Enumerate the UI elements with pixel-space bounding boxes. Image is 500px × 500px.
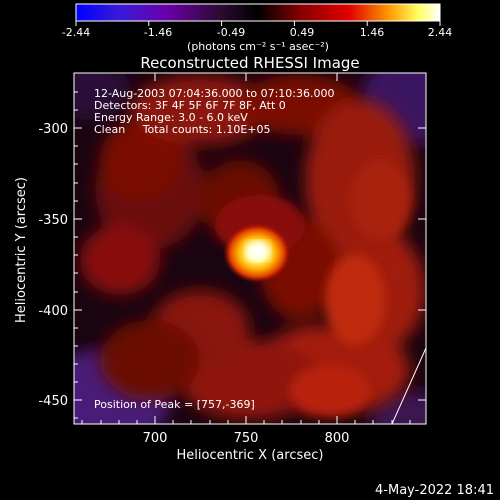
x-tick-label: 800 (325, 431, 350, 446)
y-tick-label: -350 (38, 213, 68, 228)
colorbar-ticks (75, 21, 441, 26)
timestamp: 4-May-2022 18:41 (375, 483, 494, 498)
x-tick-label: 700 (143, 431, 168, 446)
y-tick-label: -400 (38, 304, 68, 319)
y-tick-label: -450 (38, 394, 68, 409)
colorbar-tick-label: 0.49 (290, 26, 315, 39)
info-detectors: Detectors: 3F 4F 5F 6F 7F 8F, Att 0 (94, 99, 286, 112)
solar-limb-line (391, 347, 426, 424)
x-tick-label: 750 (234, 431, 259, 446)
peak-position-label: Position of Peak = [757,-369] (94, 398, 255, 411)
colorbar (75, 3, 441, 22)
info-time-range: 12-Aug-2003 07:04:36.000 to 07:10:36.000 (94, 87, 335, 100)
colorbar-units: (photons cm⁻² s⁻¹ asec⁻²) (187, 40, 329, 53)
y-axis-label: Heliocentric Y (arcsec) (14, 177, 29, 323)
y-axis-ticks (74, 91, 426, 419)
colorbar-tick-label: 1.46 (360, 26, 385, 39)
plot-frame (73, 72, 427, 425)
plot-title: Reconstructed RHESSI Image (140, 54, 359, 72)
solar-image (74, 73, 426, 424)
info-clean-counts: Clean Total counts: 1.10E+05 (94, 123, 271, 136)
y-tick-label: -300 (38, 122, 68, 137)
colorbar-tick-label: -0.49 (217, 26, 245, 39)
colorbar-tick-label: -1.46 (144, 26, 172, 39)
x-axis-ticks (81, 73, 411, 424)
info-energy-range: Energy Range: 3.0 - 6.0 keV (94, 111, 248, 124)
colorbar-tick-label: -2.44 (62, 26, 90, 39)
x-axis-label: Heliocentric X (arcsec) (177, 448, 324, 463)
colorbar-tick-label: 2.44 (428, 26, 453, 39)
